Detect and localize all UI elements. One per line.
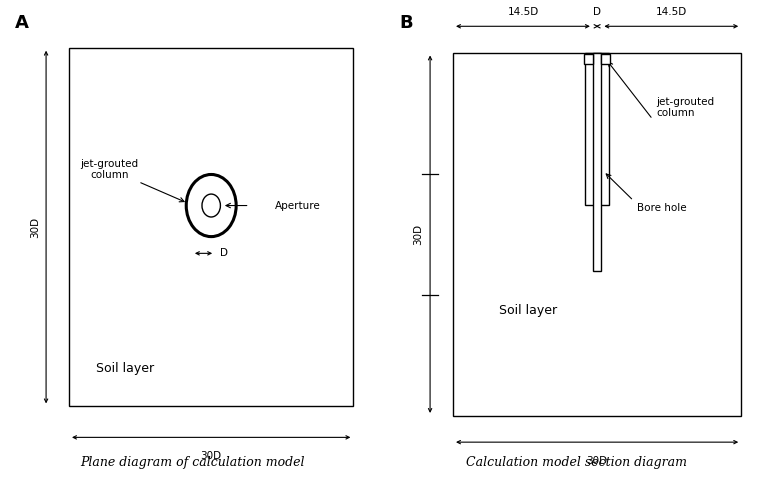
Text: D: D (593, 7, 601, 17)
Bar (584, 54, 593, 64)
Text: B: B (399, 14, 413, 33)
Bar (69, 48, 353, 406)
Text: 30D: 30D (587, 456, 607, 466)
Bar (585, 53, 609, 205)
Text: 14.5D: 14.5D (508, 7, 538, 17)
Bar (601, 54, 610, 64)
Text: 30D: 30D (200, 451, 222, 461)
Text: jet-grouted
column: jet-grouted column (81, 159, 138, 181)
Text: 30D: 30D (413, 224, 423, 245)
Text: Calculation model section diagram: Calculation model section diagram (465, 456, 687, 469)
Text: A: A (15, 14, 29, 33)
Text: D: D (220, 249, 227, 258)
Text: jet-grouted
column: jet-grouted column (657, 97, 715, 119)
Text: Soil layer: Soil layer (96, 361, 154, 375)
Text: Soil layer: Soil layer (499, 304, 558, 317)
Bar (453, 53, 741, 416)
Circle shape (187, 174, 237, 237)
Text: 30D: 30D (30, 217, 41, 238)
Text: Plane diagram of calculation model: Plane diagram of calculation model (80, 456, 304, 469)
Circle shape (202, 194, 220, 217)
Text: 14.5D: 14.5D (656, 7, 687, 17)
Text: Bore hole: Bore hole (637, 203, 687, 213)
Text: Aperture: Aperture (275, 201, 320, 210)
Bar (593, 53, 601, 271)
